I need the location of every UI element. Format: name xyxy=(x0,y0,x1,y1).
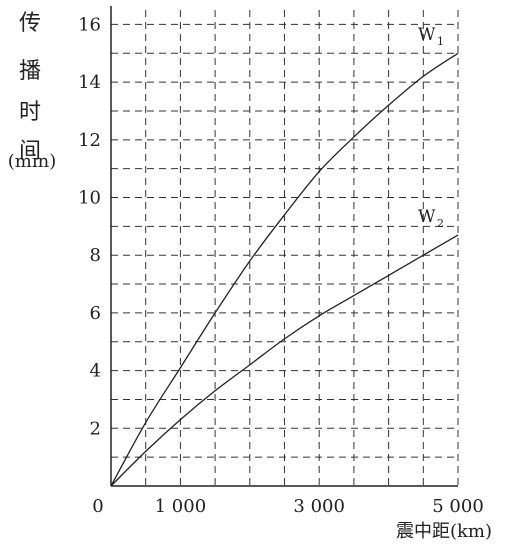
series-label-subscript: 2 xyxy=(437,217,444,230)
y-axis-label-char: 传 xyxy=(19,11,41,36)
x-axis-label: 震中距(km) xyxy=(396,521,492,542)
axes xyxy=(110,6,458,487)
y-tick-label: 2 xyxy=(90,418,101,439)
y-axis-unit: (min) xyxy=(8,151,56,172)
y-tick-label: 8 xyxy=(90,245,101,266)
x-tick-label: 3 000 xyxy=(293,496,345,517)
grid xyxy=(111,10,459,486)
series-line-w1 xyxy=(110,52,459,487)
y-tick-label: 4 xyxy=(90,361,101,382)
series-line-w2 xyxy=(110,234,459,487)
y-axis-label-char: 时 xyxy=(19,100,41,125)
y-tick-label: 6 xyxy=(90,303,101,324)
x-tick-label: 1 000 xyxy=(155,496,207,517)
series-label-w2: W xyxy=(418,207,436,227)
curves xyxy=(110,52,459,487)
y-axis-label-char: 播 xyxy=(19,59,41,84)
x-tick-label: 5 000 xyxy=(432,496,484,517)
y-tick-label: 10 xyxy=(78,188,101,209)
series-label-subscript: 1 xyxy=(437,35,444,48)
y-axis-label-char: 间 xyxy=(19,139,41,164)
x-tick-label: 0 xyxy=(92,496,103,517)
y-tick-label: 14 xyxy=(78,72,101,93)
series-label-w1: W xyxy=(418,25,436,45)
y-tick-label: 16 xyxy=(78,14,101,35)
y-tick-label: 12 xyxy=(78,130,101,151)
